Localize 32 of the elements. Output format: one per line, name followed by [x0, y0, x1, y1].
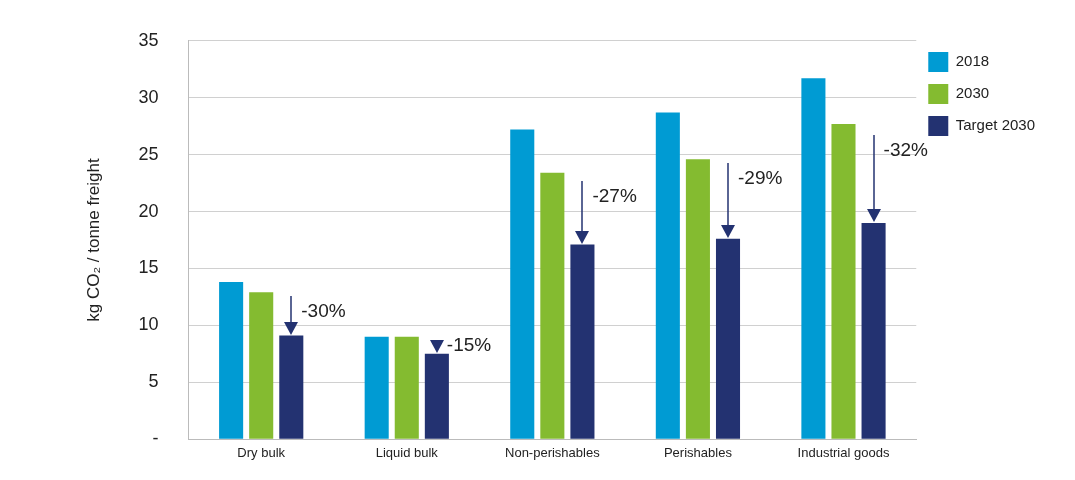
annotation: -29%	[738, 167, 783, 189]
x-tick-label: Industrial goods	[797, 444, 890, 460]
y-tick-label: 10	[138, 314, 159, 335]
y-tick-label: 5	[148, 371, 159, 392]
annotation: -32%	[883, 139, 929, 161]
bar	[510, 129, 535, 439]
bar	[831, 123, 856, 439]
legend-label: Target 2030	[955, 116, 1036, 134]
bar	[801, 78, 826, 439]
x-tick-label: Non-perishables	[505, 444, 601, 460]
y-axis-title: kg CO₂ / tonne freight	[83, 158, 103, 322]
bar	[364, 336, 389, 439]
y-tick-label: -	[152, 428, 159, 449]
y-tick-label: 20	[138, 200, 159, 221]
x-tick-label: Dry bulk	[237, 444, 286, 460]
bar	[249, 292, 274, 439]
y-tick-label: 15	[138, 257, 159, 278]
legend-label: 2030	[955, 84, 990, 102]
y-tick-label: 35	[138, 29, 159, 50]
annotation: -30%	[301, 299, 346, 321]
bar	[540, 172, 565, 439]
y-tick-label: 30	[138, 86, 159, 107]
annotation: -27%	[592, 184, 637, 206]
y-tick-label: 25	[138, 143, 159, 164]
bar	[685, 159, 710, 439]
x-tick-label: Perishables	[663, 444, 733, 460]
x-tick-label: Liquid bulk	[375, 444, 439, 460]
bar	[655, 112, 680, 439]
legend-label: 2018	[955, 52, 990, 70]
annotation: -15%	[446, 334, 492, 356]
bar	[219, 282, 244, 439]
bar	[394, 336, 419, 439]
